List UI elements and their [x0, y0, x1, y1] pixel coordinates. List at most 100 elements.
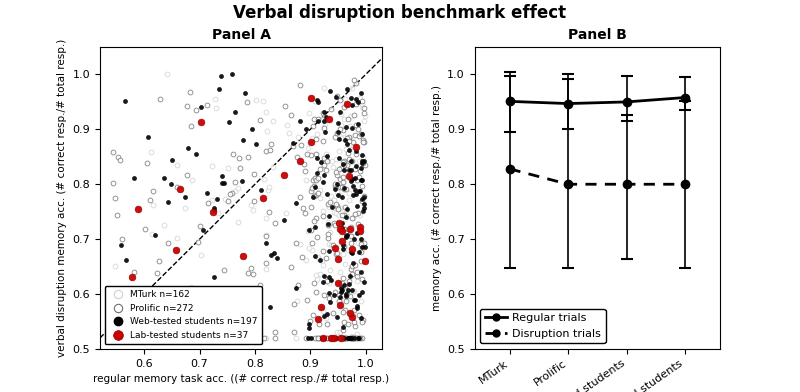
- Point: [320, 255, 333, 261]
- Point: [171, 234, 184, 241]
- Point: [336, 130, 349, 136]
- Point: [329, 222, 342, 229]
- Point: [340, 146, 353, 152]
- Point: [340, 335, 353, 341]
- Point: [237, 137, 250, 143]
- Point: [306, 194, 319, 200]
- Point: [321, 278, 334, 285]
- Point: [305, 188, 318, 194]
- Point: [324, 335, 337, 341]
- Point: [158, 297, 171, 303]
- Point: [322, 295, 335, 301]
- Point: [303, 318, 316, 324]
- Point: [337, 319, 350, 325]
- Point: [298, 168, 311, 174]
- Point: [322, 212, 335, 219]
- Point: [260, 232, 273, 239]
- Point: [339, 293, 352, 299]
- Point: [303, 321, 316, 327]
- Point: [341, 247, 354, 253]
- Point: [322, 241, 335, 247]
- Point: [304, 227, 317, 233]
- Point: [354, 335, 367, 341]
- Point: [359, 162, 372, 168]
- Point: [355, 131, 368, 138]
- Point: [324, 278, 337, 284]
- Point: [329, 185, 342, 192]
- Point: [357, 154, 370, 160]
- Point: [335, 289, 348, 296]
- Point: [153, 258, 166, 264]
- Point: [303, 245, 316, 252]
- Point: [350, 278, 363, 284]
- Point: [344, 335, 357, 341]
- Point: [348, 112, 361, 118]
- Point: [258, 176, 271, 182]
- Point: [358, 113, 371, 120]
- Point: [348, 319, 361, 325]
- Point: [358, 158, 370, 165]
- Point: [350, 101, 363, 107]
- Point: [350, 330, 363, 337]
- Point: [294, 142, 307, 149]
- Point: [342, 150, 354, 156]
- Point: [156, 313, 169, 319]
- Point: [316, 335, 329, 341]
- Point: [345, 95, 358, 101]
- Point: [337, 250, 350, 257]
- Point: [320, 156, 333, 162]
- Point: [268, 250, 281, 256]
- Point: [338, 162, 350, 168]
- Point: [344, 146, 357, 152]
- Point: [311, 276, 324, 283]
- Point: [336, 275, 349, 281]
- Point: [181, 103, 194, 109]
- Point: [328, 209, 341, 215]
- Point: [263, 184, 276, 191]
- Point: [358, 139, 370, 145]
- Point: [323, 274, 336, 280]
- Point: [118, 98, 131, 104]
- Point: [346, 287, 358, 293]
- Point: [311, 99, 324, 105]
- Point: [185, 123, 198, 129]
- Point: [334, 285, 347, 291]
- Point: [294, 118, 307, 124]
- Point: [126, 274, 138, 281]
- Point: [351, 335, 364, 341]
- Point: [343, 138, 356, 144]
- Point: [311, 335, 324, 341]
- Point: [354, 168, 366, 174]
- Point: [354, 177, 367, 183]
- Point: [317, 262, 330, 268]
- Point: [324, 267, 337, 273]
- Point: [309, 98, 322, 104]
- Point: [332, 206, 345, 212]
- Point: [214, 73, 227, 79]
- Point: [260, 109, 273, 115]
- Point: [334, 96, 346, 103]
- Point: [338, 297, 350, 303]
- Point: [249, 141, 262, 147]
- Point: [143, 197, 156, 203]
- Point: [317, 272, 330, 279]
- Point: [354, 131, 367, 137]
- Point: [129, 325, 142, 332]
- Point: [128, 175, 141, 181]
- Point: [326, 164, 339, 170]
- Point: [308, 116, 321, 122]
- Point: [298, 210, 311, 216]
- Point: [310, 335, 323, 341]
- Point: [160, 71, 173, 78]
- Point: [313, 335, 326, 341]
- Point: [342, 335, 354, 341]
- Point: [350, 303, 363, 309]
- Point: [331, 181, 344, 187]
- Point: [356, 198, 369, 204]
- Point: [246, 207, 259, 214]
- Point: [339, 335, 352, 341]
- Point: [206, 197, 218, 203]
- Point: [314, 166, 326, 172]
- Point: [343, 292, 356, 299]
- Point: [268, 220, 281, 226]
